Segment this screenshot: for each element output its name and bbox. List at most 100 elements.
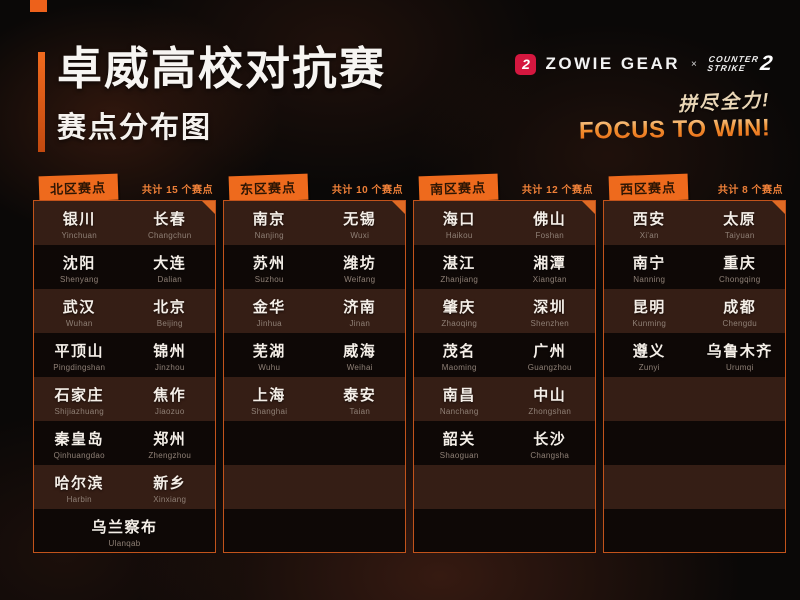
city-cell: 潍坊 Weifang (315, 245, 406, 289)
cs2-number: 2 (758, 52, 774, 75)
slogan-block: 拼尽全力! FOCUS TO WIN! (578, 90, 770, 145)
city-pinyin: Pingdingshan (53, 362, 106, 372)
city-pinyin: Zunyi (638, 362, 660, 372)
city-name: 昆明 (632, 298, 666, 316)
cs2-wordmark: COUNTER STRIKE (706, 54, 760, 74)
city-pinyin: Qinhuangdao (53, 450, 105, 460)
city-cell: 金华 Jinhua (224, 289, 315, 333)
city-pinyin: Xinxiang (153, 494, 187, 504)
city-cell: 佛山 Foshan (505, 201, 596, 245)
city-row: 南昌 Nanchang 中山 Zhongshan (414, 377, 595, 421)
city-name: 遵义 (632, 342, 666, 360)
zowie-logo-icon: 2 (515, 53, 537, 75)
city-name: 大连 (153, 254, 187, 272)
city-name: 北京 (153, 298, 187, 316)
city-cell: 重庆 Chongqing (695, 245, 786, 289)
city-name: 泰安 (343, 386, 377, 404)
city-pinyin: Shenzhen (530, 318, 569, 328)
region-city-list: 海口 Haikou 佛山 Foshan 湛江 Zhanjiang 湘潭 Xiangtan 肇庆 Z… (413, 200, 596, 553)
city-pinyin: Foshan (535, 230, 564, 240)
city-name: 南昌 (442, 386, 476, 404)
city-pinyin: Zhongshan (528, 406, 572, 416)
city-row: 武汉 Wuhan 北京 Beijing (34, 289, 215, 333)
city-pinyin: Jinan (349, 318, 371, 328)
city-name: 太原 (723, 210, 757, 228)
region-count: 共计 10 个赛点 (331, 185, 403, 196)
city-row: 海口 Haikou 佛山 Foshan (414, 201, 595, 245)
page-title: 卓威高校对抗赛 (57, 43, 387, 94)
city-pinyin: Jinhua (256, 318, 282, 328)
city-name: 威海 (343, 342, 377, 360)
city-pinyin: Wuhan (65, 318, 93, 328)
city-name: 平顶山 (54, 342, 104, 360)
city-cell: 韶关 Shaoguan (414, 421, 505, 465)
city-name: 茂名 (442, 342, 476, 360)
city-name: 韶关 (442, 430, 476, 448)
city-row: 平顶山 Pingdingshan 锦州 Jinzhou (34, 333, 215, 377)
city-cell: 茂名 Maoming (414, 333, 505, 377)
city-pinyin: Suzhou (254, 274, 284, 284)
city-row: 上海 Shanghai 泰安 Taian (224, 377, 405, 421)
city-cell: 乌鲁木齐 Urumqi (695, 333, 786, 377)
city-cell: 大连 Dalian (125, 245, 216, 289)
city-pinyin: Yinchuan (61, 230, 97, 240)
page-subtitle: 赛点分布图 (57, 112, 213, 144)
city-name: 深圳 (533, 298, 567, 316)
city-pinyin: Jiaozuo (154, 406, 185, 416)
city-name: 郑州 (153, 430, 187, 448)
corner-accent-chip (30, 0, 47, 12)
region-count: 共计 15 个赛点 (141, 185, 213, 196)
city-pinyin: Guangzhou (527, 362, 572, 372)
city-pinyin: Shanghai (251, 406, 288, 416)
city-cell: 苏州 Suzhou (224, 245, 315, 289)
city-row: 遵义 Zunyi 乌鲁木齐 Urumqi (604, 333, 785, 377)
city-pinyin: Nanchang (439, 406, 479, 416)
city-name: 长沙 (533, 430, 567, 448)
region-count: 共计 8 个赛点 (717, 185, 783, 196)
city-pinyin: Weihai (346, 362, 373, 372)
city-row: 湛江 Zhanjiang 湘潭 Xiangtan (414, 245, 595, 289)
cs2-logo: COUNTER STRIKE 2 (706, 52, 774, 76)
city-name: 哈尔滨 (54, 474, 104, 492)
city-name: 长春 (153, 210, 187, 228)
city-pinyin: Chongqing (719, 274, 761, 284)
city-name: 锦州 (153, 342, 187, 360)
city-pinyin: Shaoguan (439, 450, 479, 460)
city-name: 苏州 (252, 254, 286, 272)
city-name: 成都 (723, 298, 757, 316)
city-name: 南京 (252, 210, 286, 228)
city-cell: 广州 Guangzhou (505, 333, 596, 377)
city-name: 重庆 (723, 254, 757, 272)
city-cell: 南京 Nanjing (224, 201, 315, 245)
city-pinyin: Changsha (530, 450, 570, 460)
city-name: 新乡 (153, 474, 187, 492)
city-name: 南宁 (632, 254, 666, 272)
region-header: 南区赛点 共计 12 个赛点 (413, 173, 596, 203)
city-name: 中山 (533, 386, 567, 404)
city-cell: 新乡 Xinxiang (125, 465, 216, 509)
city-pinyin: Weifang (344, 274, 376, 284)
city-cell: 太原 Taiyuan (695, 201, 786, 245)
city-name: 石家庄 (54, 386, 104, 404)
city-cell: 遵义 Zunyi (604, 333, 695, 377)
city-row: 苏州 Suzhou 潍坊 Weifang (224, 245, 405, 289)
city-row: 肇庆 Zhaoqing 深圳 Shenzhen (414, 289, 595, 333)
city-name: 肇庆 (442, 298, 476, 316)
city-name: 芜湖 (252, 342, 286, 360)
region-header: 西区赛点 共计 8 个赛点 (603, 173, 786, 203)
cs2-word-strike: STRIKE (706, 63, 747, 73)
city-row: 哈尔滨 Harbin 新乡 Xinxiang (34, 465, 215, 509)
city-name: 秦皇岛 (54, 430, 104, 448)
city-row: 芜湖 Wuhu 威海 Weihai (224, 333, 405, 377)
region-tab: 北区赛点 (38, 173, 119, 203)
city-cell: 平顶山 Pingdingshan (34, 333, 125, 377)
city-pinyin: Nanning (633, 274, 666, 284)
city-pinyin: Harbin (66, 494, 92, 504)
city-name: 湛江 (442, 254, 476, 272)
city-row: 茂名 Maoming 广州 Guangzhou (414, 333, 595, 377)
region-count: 共计 12 个赛点 (521, 185, 593, 196)
city-name: 乌鲁木齐 (706, 342, 773, 360)
city-pinyin: Taian (349, 406, 371, 416)
city-cell: 深圳 Shenzhen (505, 289, 596, 333)
city-cell: 济南 Jinan (315, 289, 406, 333)
